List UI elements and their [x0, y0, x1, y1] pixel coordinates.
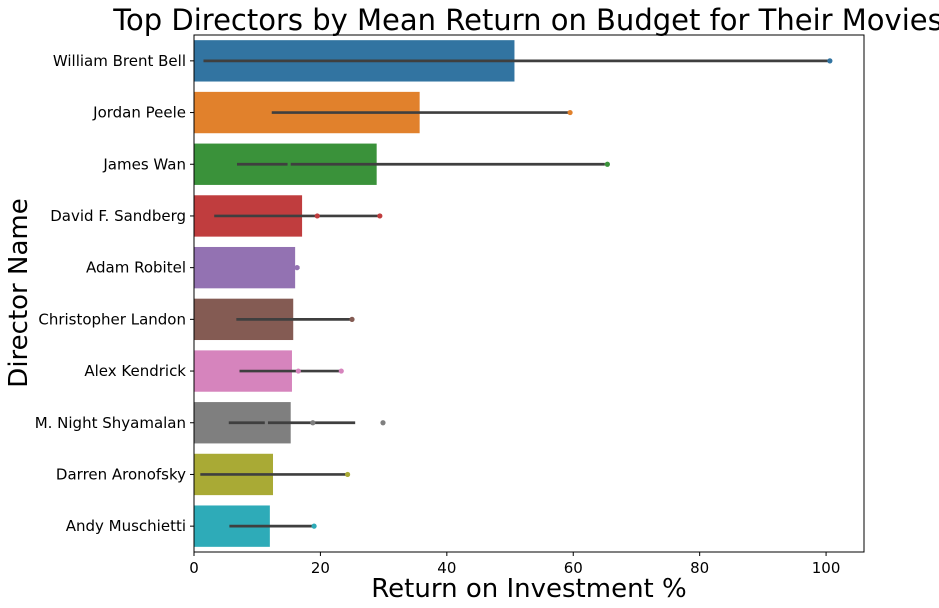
x-tick-label-2: 40 [437, 559, 456, 577]
y-tick-label-9: Andy Muschietti [66, 517, 186, 535]
outlier-point-5-0 [349, 316, 355, 322]
outlier-point-7-0 [310, 420, 316, 426]
x-tick-label-3: 60 [564, 559, 583, 577]
y-tick-label-0: William Brent Bell [53, 52, 186, 70]
x-axis-label: Return on Investment % [371, 574, 686, 604]
y-tick-label-2: James Wan [102, 155, 186, 173]
outlier-point-6-0 [295, 368, 301, 374]
chart-title: Top Directors by Mean Return on Budget f… [112, 3, 939, 37]
y-tick-label-1: Jordan Peele [92, 104, 186, 122]
bar-4 [194, 246, 296, 289]
x-axis: 0 20 40 60 80 100 [189, 552, 840, 577]
outlier-point-1-0 [567, 109, 573, 116]
outlier-point-9-0 [311, 523, 317, 529]
y-tick-label-4: Adam Robitel [86, 259, 186, 277]
outlier-point-7-1 [380, 420, 386, 426]
y-axis-label: Director Name [4, 198, 34, 387]
outlier-point-6-1 [338, 368, 344, 374]
y-tick-label-3: David F. Sandberg [50, 207, 186, 225]
y-tick-label-6: Alex Kendrick [84, 362, 186, 380]
x-tick-label-4: 80 [690, 559, 709, 577]
outlier-point-8-0 [344, 471, 351, 478]
outlier-point-3-1 [377, 213, 383, 219]
y-tick-label-7: M. Night Shyamalan [35, 414, 186, 432]
y-tick-label-5: Christopher Landon [38, 310, 186, 328]
outlier-point-3-0 [314, 213, 320, 219]
plot-area [194, 40, 833, 547]
plot-frame [193, 34, 865, 553]
outlier-point-2-0 [604, 161, 610, 167]
x-tick-label-0: 0 [189, 559, 199, 577]
x-tick-label-5: 100 [812, 559, 841, 577]
x-tick-label-1: 20 [311, 559, 330, 577]
outlier-point-4-0 [294, 265, 300, 271]
y-axis: William Brent Bell Jordan Peele James Wan D… [35, 52, 194, 535]
y-tick-label-8: Darren Aronofsky [56, 465, 186, 483]
outlier-point-0-0 [827, 58, 833, 64]
